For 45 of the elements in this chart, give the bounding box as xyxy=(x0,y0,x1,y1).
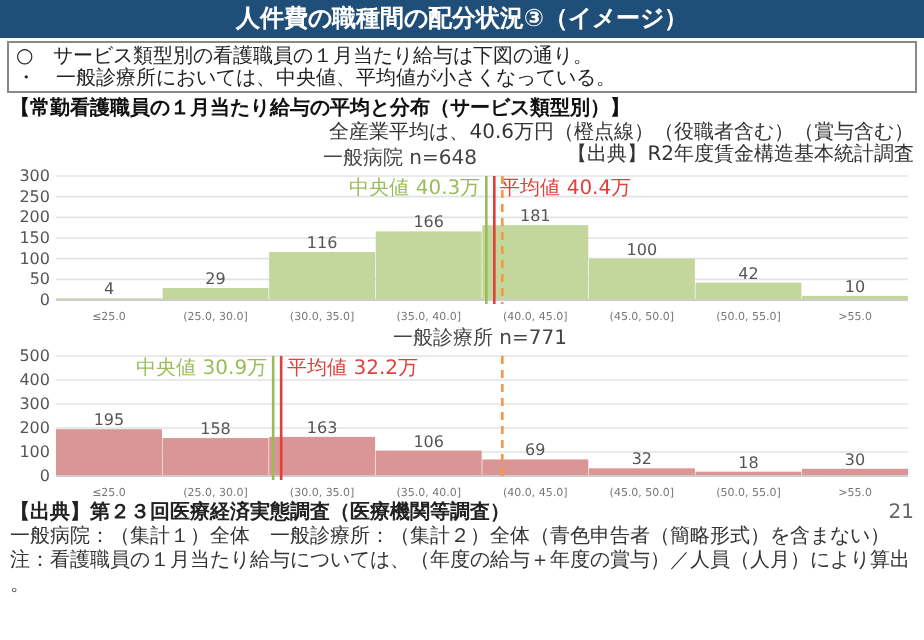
data-label: 29 xyxy=(205,270,226,289)
data-label: 69 xyxy=(525,441,546,460)
data-label: 116 xyxy=(306,234,338,253)
data-label: 100 xyxy=(626,240,658,259)
y-tick-label: 150 xyxy=(19,229,50,248)
text: 人件費の職種間の配分状況③（イメージ） xyxy=(233,4,689,32)
y-tick-label: 400 xyxy=(19,371,50,390)
y-tick-label: 100 xyxy=(19,443,50,462)
text: 【出典】第２３回医療経済実態調査（医療機関等調査） xyxy=(10,500,510,524)
y-tick-label: 300 xyxy=(19,167,50,186)
y-tick-label: 300 xyxy=(19,395,50,414)
data-label: 10 xyxy=(844,277,866,296)
ref-line-label: 中央値 30.9万 xyxy=(136,356,268,380)
y-tick-label: 50 xyxy=(29,270,50,289)
text: 【常勤看護職員の１月当たり給与の平均と分布（サービス類型別）】 xyxy=(10,96,630,120)
text: 一般病院：（集計１）全体 一般診療所：（集計２）全体（青色申告者（簡略形式）を含まない） xyxy=(10,524,890,548)
chart-title: 一般病院 n=648 xyxy=(323,146,477,170)
data-label: 32 xyxy=(631,450,653,469)
y-tick-label: 500 xyxy=(19,347,50,366)
text: ○ サービス類型別の看護職員の１月当たり給与は下図の通り。 xyxy=(16,44,594,68)
ref-line-label: 平均値 32.2万 xyxy=(287,356,419,380)
data-label: 106 xyxy=(413,432,444,451)
chart-title: 一般診療所 n=771 xyxy=(393,326,567,350)
data-label: 181 xyxy=(520,207,551,226)
data-label: 30 xyxy=(844,450,866,469)
data-label: 166 xyxy=(413,213,444,232)
data-label: 163 xyxy=(306,418,338,437)
y-tick-label: 100 xyxy=(19,249,50,268)
y-tick-label: 0 xyxy=(39,291,50,310)
y-tick-label: 200 xyxy=(19,208,50,227)
y-tick-label: 200 xyxy=(19,419,50,438)
y-tick-label: 250 xyxy=(19,187,50,206)
text: 注：看護職員の１月当たり給与については、（年度の給与＋年度の賞与）／人員（人月）により算出。 xyxy=(10,548,910,596)
text: 全産業平均は、40.6万円（橙点線）（役職者含む）（賞与含む） xyxy=(329,120,914,144)
data-label: 18 xyxy=(738,453,759,472)
data-label: 4 xyxy=(103,280,115,299)
ref-line-label: 平均値 40.4万 xyxy=(500,176,632,200)
data-label: 158 xyxy=(200,420,231,439)
text: 【出典】R2年度賃金構造基本統計調査 xyxy=(567,142,914,166)
text: 21 xyxy=(888,502,914,524)
text: ・ 一般診療所においては、中央値、平均値が小さくなっている。 xyxy=(16,66,616,90)
data-label: 42 xyxy=(738,264,759,283)
data-label: 195 xyxy=(93,411,125,430)
y-tick-label: 0 xyxy=(39,467,50,486)
ref-line-label: 中央値 40.3万 xyxy=(349,176,481,200)
